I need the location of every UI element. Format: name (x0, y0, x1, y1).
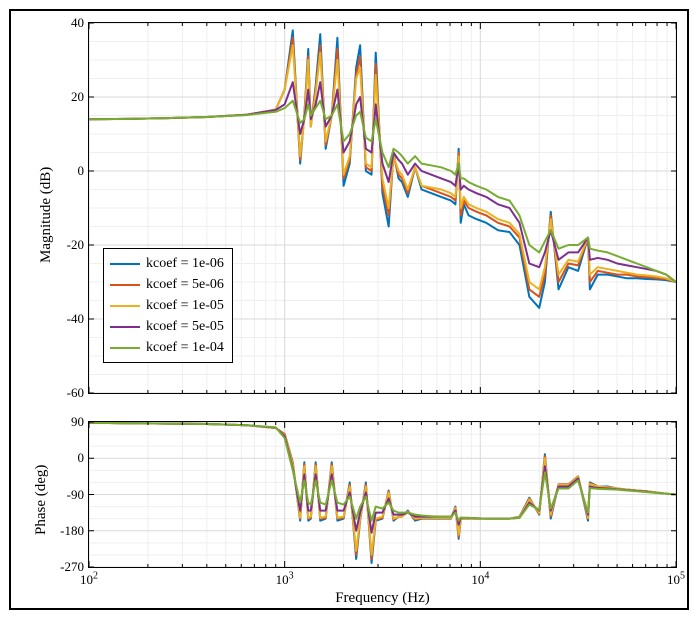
ytick-label: 0 (78, 163, 85, 179)
legend-swatch (110, 284, 140, 286)
legend-label: kcoef = 1e-06 (146, 256, 224, 272)
legend-item: kcoef = 1e-05 (110, 295, 224, 316)
magnitude-panel: kcoef = 1e-06 kcoef = 5e-06 kcoef = 1e-05 k… (88, 22, 677, 394)
legend-item: kcoef = 1e-06 (110, 253, 224, 274)
phase-ylabel: Phase (deg) (33, 464, 50, 534)
ytick-label: 20 (71, 89, 84, 105)
ytick-label: 40 (71, 15, 84, 31)
magnitude-ylabel: Magnitude (dB) (38, 167, 55, 263)
figure-frame: kcoef = 1e-06 kcoef = 5e-06 kcoef = 1e-05 k… (9, 9, 689, 610)
ytick-label: -40 (67, 311, 84, 327)
legend-label: kcoef = 1e-05 (146, 298, 224, 314)
legend-item: kcoef = 1e-04 (110, 337, 224, 358)
xtick-label: 105 (667, 571, 685, 588)
ytick-label: 90 (71, 414, 84, 430)
ytick-label: -20 (67, 237, 84, 253)
ytick-label: -60 (67, 385, 84, 401)
legend-swatch (110, 347, 140, 349)
legend: kcoef = 1e-06 kcoef = 5e-06 kcoef = 1e-05 k… (103, 248, 233, 363)
ytick-label: -180 (60, 523, 84, 539)
legend-item: kcoef = 5e-06 (110, 274, 224, 295)
ytick-label: -90 (67, 487, 84, 503)
phase-panel: -270-180-90090102103104105 (88, 421, 677, 568)
legend-swatch (110, 326, 140, 328)
legend-label: kcoef = 5e-06 (146, 277, 224, 293)
legend-label: kcoef = 1e-04 (146, 340, 224, 356)
xtick-label: 103 (276, 571, 294, 588)
xlabel: Frequency (Hz) (88, 590, 677, 607)
legend-item: kcoef = 5e-05 (110, 316, 224, 337)
legend-swatch (110, 305, 140, 307)
xtick-label: 104 (471, 571, 489, 588)
legend-label: kcoef = 5e-05 (146, 319, 224, 335)
ytick-label: 0 (78, 450, 85, 466)
xtick-label: 102 (80, 571, 98, 588)
legend-swatch (110, 263, 140, 265)
phase-plot-svg (89, 422, 676, 567)
